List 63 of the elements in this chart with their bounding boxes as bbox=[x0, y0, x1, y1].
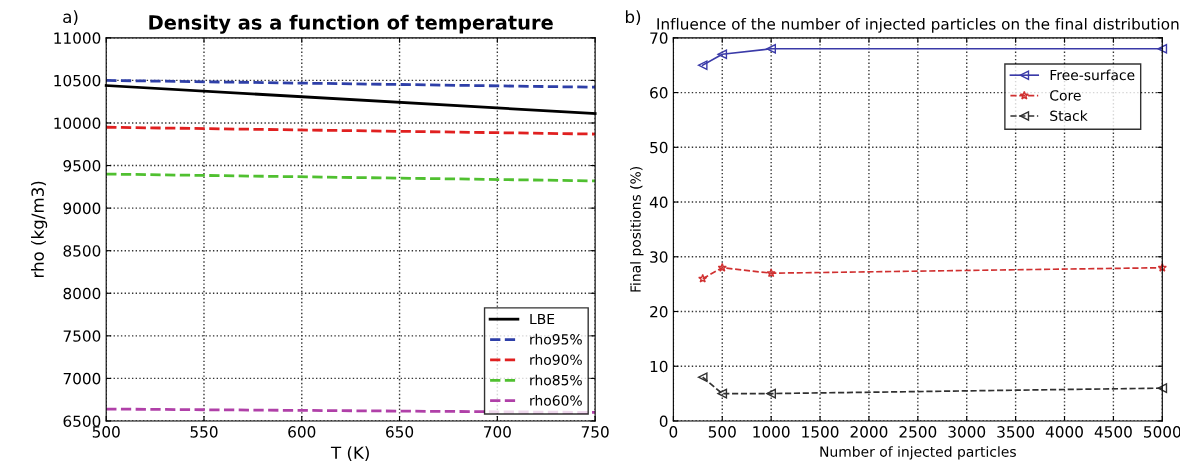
y-tick-label: 20 bbox=[650, 305, 668, 318]
y-tick-label: 8000 bbox=[63, 287, 101, 300]
y-tick-label: 6500 bbox=[63, 415, 101, 427]
x-tick-label: 3500 bbox=[997, 426, 1035, 438]
point bbox=[1157, 383, 1168, 393]
x-tick-label: 750 bbox=[581, 426, 609, 438]
legend-label: Stack bbox=[1050, 110, 1088, 122]
y-tick-label: 7500 bbox=[63, 330, 101, 342]
y-tick-label: 0 bbox=[659, 415, 668, 427]
legend-label: rho85% bbox=[530, 374, 582, 386]
y-tick-label: 10 bbox=[650, 360, 668, 373]
point bbox=[697, 60, 708, 71]
y-tick-label: 9500 bbox=[63, 160, 101, 172]
x-tick-label: 0 bbox=[669, 426, 678, 438]
x-tick-label: 2500 bbox=[899, 426, 937, 438]
x-tick-label: 3000 bbox=[948, 426, 986, 438]
chart-title: Density as a function of temperature bbox=[149, 14, 553, 34]
x-tick-label: 1000 bbox=[753, 426, 790, 438]
y-tick-label: 40 bbox=[649, 196, 668, 209]
point bbox=[766, 268, 776, 278]
point bbox=[717, 388, 728, 399]
x-tick-label: 4500 bbox=[1094, 426, 1132, 438]
y-axis-title: rho (kg/m3) bbox=[31, 181, 48, 278]
legend-label: rho90% bbox=[530, 354, 582, 366]
x-tick-label: 600 bbox=[288, 426, 316, 438]
point bbox=[698, 273, 708, 283]
y-tick-label: 60 bbox=[650, 87, 668, 99]
x-axis-title: T (K) bbox=[330, 446, 369, 462]
point bbox=[717, 262, 727, 272]
y-tick-label: 8500 bbox=[63, 245, 101, 257]
text: b) bbox=[625, 10, 641, 26]
point bbox=[697, 372, 708, 383]
x-tick-label: 4000 bbox=[1045, 426, 1083, 438]
x-tick-label: 700 bbox=[484, 426, 511, 438]
y-tick-label: 30 bbox=[650, 251, 668, 263]
point bbox=[766, 388, 777, 399]
legend-label: Free-surface bbox=[1050, 69, 1135, 81]
x-axis-title: Number of injected particles bbox=[820, 446, 1016, 460]
y-tick-label: 9000 bbox=[63, 202, 101, 215]
y-tick-label: 7000 bbox=[63, 372, 101, 385]
y-tick-label: 10000 bbox=[54, 117, 101, 129]
point bbox=[1157, 262, 1167, 272]
x-tick-label: 500 bbox=[708, 426, 736, 438]
y-tick-label: 70 bbox=[650, 32, 668, 44]
y-tick-label: 50 bbox=[650, 141, 668, 154]
point bbox=[1157, 43, 1168, 54]
x-tick-label: 5000 bbox=[1144, 426, 1180, 438]
y-tick-label: 11000 bbox=[54, 32, 101, 44]
y-axis-title: Final positions (%) bbox=[630, 167, 644, 292]
legend-label: rho60% bbox=[530, 395, 582, 406]
legend-label: Core bbox=[1050, 90, 1081, 101]
x-tick-label: 1500 bbox=[802, 426, 839, 438]
chart-title: Influence of the number of injected particles on the final distribution bbox=[657, 17, 1179, 33]
y-tick-label: 10500 bbox=[54, 74, 101, 87]
x-tick-label: 500 bbox=[92, 426, 120, 438]
x-tick-label: 550 bbox=[190, 426, 218, 438]
legend-label: LBE bbox=[530, 313, 555, 325]
text: a) bbox=[63, 10, 78, 26]
x-tick-label: 2000 bbox=[850, 426, 888, 438]
point bbox=[717, 49, 728, 60]
legend-label: rho95% bbox=[530, 333, 582, 345]
x-tick-label: 650 bbox=[386, 426, 414, 438]
point bbox=[766, 43, 777, 54]
